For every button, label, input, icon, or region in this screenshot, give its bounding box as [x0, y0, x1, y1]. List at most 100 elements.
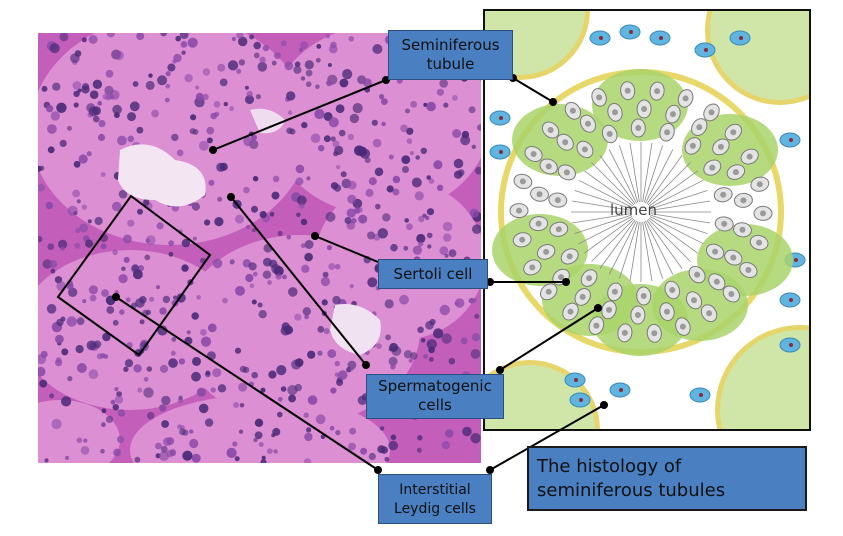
micrograph-nucleus [50, 268, 56, 274]
micrograph-nucleus [323, 328, 330, 335]
micrograph-nucleus [82, 83, 90, 91]
micrograph-nucleus [372, 44, 383, 54]
micrograph-nucleus [287, 110, 293, 115]
micrograph-nucleus [175, 35, 181, 42]
micrograph-nucleus [375, 203, 381, 210]
micrograph-nucleus [231, 36, 236, 42]
micrograph-nucleus [317, 326, 325, 333]
micrograph-nucleus [156, 285, 160, 290]
leydig-nucleus [499, 116, 503, 120]
micrograph-nucleus [178, 358, 186, 365]
micrograph-nucleus [288, 287, 298, 297]
spermatogenic-nucleus [621, 329, 628, 336]
micrograph-nucleus [286, 235, 292, 240]
micrograph-nucleus [165, 83, 171, 89]
spermatogenic-nucleus [596, 94, 603, 101]
spermatogenic-nucleus [720, 191, 727, 198]
micrograph-nucleus [403, 350, 413, 359]
micrograph-nucleus [251, 371, 258, 379]
micrograph-nucleus [246, 225, 251, 230]
micrograph-nucleus [233, 402, 240, 408]
flagellum [599, 219, 636, 269]
micrograph-nucleus [306, 176, 311, 181]
micrograph-nucleus [236, 68, 242, 74]
micrograph-nucleus [384, 299, 394, 309]
micrograph-nucleus [123, 256, 130, 263]
leydig-cells-drawing [489, 24, 806, 408]
micrograph-nucleus [368, 452, 376, 461]
micrograph-nucleus [156, 222, 164, 230]
spermatogenic-nucleus [579, 293, 586, 300]
micrograph-nucleus [85, 239, 94, 248]
spermatogenic-nucleus [745, 267, 752, 273]
spermatogenic-nucleus [593, 322, 600, 329]
spermatogenic-nucleus [558, 274, 565, 281]
interstitial-leydig-label-line1: Interstitial [399, 482, 471, 498]
micrograph-nucleus [296, 212, 301, 218]
micrograph-nucleus [304, 432, 313, 442]
micrograph-nucleus [219, 162, 228, 171]
micrograph-nucleus [191, 371, 201, 382]
micrograph-nucleus [390, 243, 398, 252]
micrograph-nucleus [88, 369, 99, 379]
micrograph-nucleus [173, 53, 182, 63]
micrograph-nucleus [189, 429, 194, 434]
micrograph-nucleus [149, 296, 155, 302]
leydig-nucleus [599, 36, 603, 40]
micrograph-nucleus [261, 455, 266, 460]
spermatogenic-nucleus [728, 291, 735, 297]
micrograph-nucleus [191, 312, 199, 320]
micrograph-nucleus [234, 456, 240, 462]
flagellum [648, 170, 698, 207]
spermatogenic-nucleus [670, 111, 676, 118]
micrograph-nucleus [101, 422, 106, 428]
micrograph-nucleus [386, 185, 394, 193]
leydig-nucleus [704, 48, 708, 52]
micrograph-nucleus [406, 223, 413, 231]
micrograph-nucleus [133, 364, 142, 373]
micrograph-nucleus [242, 366, 250, 374]
micrograph-nucleus [76, 317, 85, 326]
micrograph-nucleus [347, 194, 357, 204]
micrograph-nucleus [349, 367, 354, 372]
micrograph-nucleus [277, 411, 283, 418]
micrograph-nucleus [406, 138, 413, 144]
leydig-nucleus [699, 393, 703, 397]
micrograph-nucleus [406, 127, 414, 135]
micrograph-nucleus [474, 313, 480, 319]
micrograph-nucleus [110, 399, 116, 405]
micrograph-nucleus [417, 326, 424, 334]
micrograph-nucleus [334, 360, 340, 367]
flagellum [643, 145, 663, 203]
micrograph-nucleus [304, 252, 313, 262]
micrograph-nucleus [81, 37, 87, 43]
micrograph-nucleus [139, 319, 145, 325]
micrograph-nucleus [136, 126, 144, 134]
micrograph-nucleus [119, 309, 125, 315]
micrograph-nucleus [47, 124, 57, 134]
micrograph-nucleus [117, 409, 126, 417]
flagellum [574, 214, 632, 234]
micrograph-nucleus [208, 179, 215, 186]
micrograph-nucleus [428, 357, 434, 362]
micrograph-nucleus [426, 101, 436, 112]
leydig-nucleus [794, 258, 798, 262]
histology-drawing [484, 10, 810, 430]
micrograph-nucleus [336, 165, 341, 170]
micrograph-nucleus [293, 65, 302, 74]
micrograph-nucleus [246, 90, 253, 98]
micrograph-nucleus [409, 151, 414, 156]
micrograph-nucleus [477, 124, 481, 131]
flagellum [629, 142, 640, 203]
micrograph-nucleus [170, 350, 176, 356]
spermatogenic-nucleus [708, 109, 715, 116]
micrograph-nucleus [305, 69, 313, 77]
micrograph-nucleus [106, 306, 115, 314]
micrograph-nucleus [294, 383, 302, 392]
spermatogenic-nucleus [664, 308, 670, 315]
micrograph-nucleus [284, 61, 294, 71]
micrograph-nucleus [251, 205, 258, 213]
spermatogenic-nucleus [709, 164, 716, 171]
micrograph-nucleus [217, 196, 223, 202]
micrograph-nucleus [266, 448, 273, 454]
